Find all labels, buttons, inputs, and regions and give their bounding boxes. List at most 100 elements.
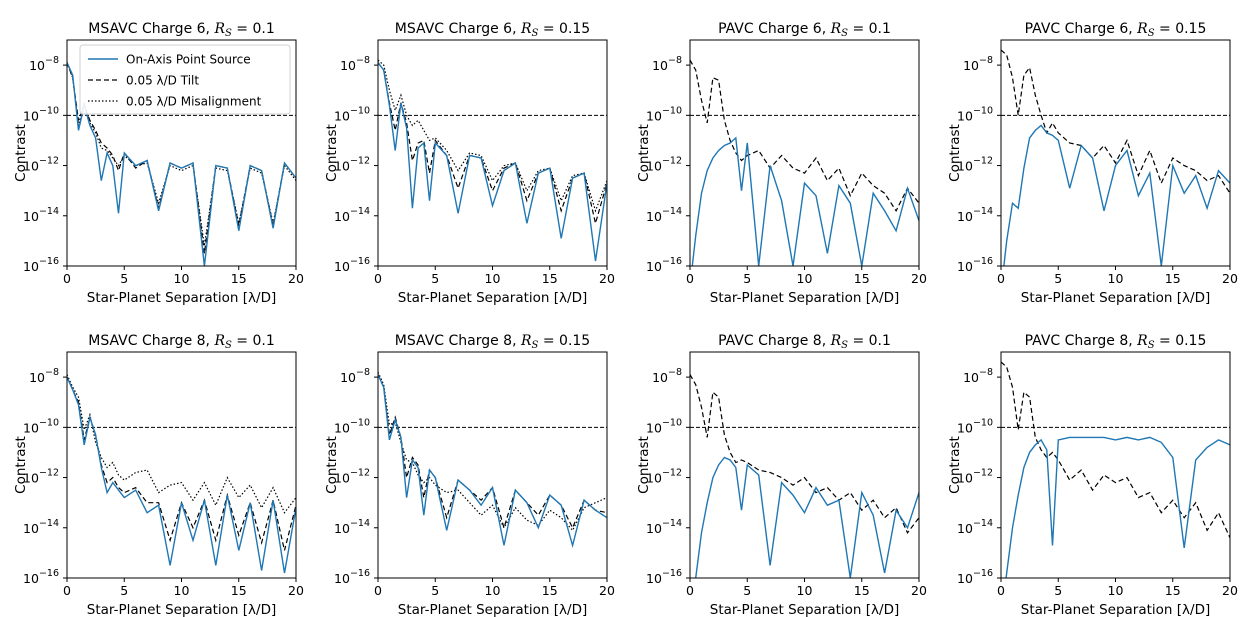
x-tick-label: 5 <box>431 271 439 286</box>
subplot-4: 0 5 10 15 2010−810−1010−1210−1410−16Star-Pla… <box>947 21 1238 306</box>
series-line-dotted <box>67 375 296 513</box>
y-axis-label: Contrast <box>636 124 652 182</box>
y-axis-label: Contrast <box>13 436 29 494</box>
series-line-dotted <box>378 372 607 530</box>
subplot-title: MSAVC Charge 6, RS = 0.15 <box>395 21 590 39</box>
subplot-5: 0 5 10 15 2010−810−1010−1210−1410−16Star-Pla… <box>13 333 304 617</box>
x-tick-label: 10 <box>174 583 190 598</box>
subplot-title: MSAVC Charge 6, RS = 0.1 <box>88 21 275 39</box>
x-axis-label: Star-Planet Separation [λ/D] <box>87 602 276 617</box>
y-tick-label: 10−14 <box>646 518 682 536</box>
x-axis-label: Star-Planet Separation [λ/D] <box>1021 290 1210 306</box>
y-axis-label: Contrast <box>324 124 340 182</box>
series-line-dotted <box>378 60 607 211</box>
x-tick-label: 5 <box>431 583 439 598</box>
y-tick-label: 10−16 <box>957 568 993 586</box>
subplot-1: 0 5 10 15 2010−810−1010−1210−1410−16Star-Pla… <box>13 21 304 306</box>
x-tick-label: 20 <box>1222 271 1238 286</box>
y-axis-label: Contrast <box>947 436 963 494</box>
x-tick-label: 10 <box>1108 271 1124 286</box>
axes-frame <box>690 40 919 266</box>
y-tick-label: 10−14 <box>23 206 59 224</box>
y-tick-label: 10−16 <box>23 256 59 274</box>
x-tick-label: 15 <box>542 271 558 286</box>
x-tick-label: 15 <box>542 583 558 598</box>
x-tick-label: 0 <box>63 583 71 598</box>
subplot-title: MSAVC Charge 8, RS = 0.1 <box>88 333 275 351</box>
x-tick-label: 10 <box>797 583 813 598</box>
series-line-solid <box>378 63 607 261</box>
x-tick-label: 20 <box>911 271 927 286</box>
y-tick-label: 10−10 <box>334 417 370 435</box>
x-tick-label: 0 <box>997 583 1005 598</box>
x-tick-label: 5 <box>743 583 751 598</box>
x-tick-label: 10 <box>485 583 501 598</box>
axes-frame <box>690 352 919 578</box>
y-tick-label: 10−16 <box>23 568 59 586</box>
y-tick-label: 10−8 <box>963 55 993 73</box>
x-axis-label: Star-Planet Separation [λ/D] <box>398 602 587 617</box>
x-tick-label: 15 <box>854 583 870 598</box>
x-tick-label: 10 <box>485 271 501 286</box>
x-tick-label: 5 <box>1054 271 1062 286</box>
y-tick-label: 10−10 <box>957 105 993 123</box>
x-tick-label: 0 <box>686 271 694 286</box>
x-axis-label: Star-Planet Separation [λ/D] <box>710 290 899 306</box>
y-tick-label: 10−8 <box>963 367 993 385</box>
y-tick-label: 10−16 <box>957 256 993 274</box>
x-tick-label: 0 <box>997 271 1005 286</box>
subplot-8: 0 5 10 15 2010−810−1010−1210−1410−16Star-Pla… <box>947 333 1238 617</box>
x-tick-label: 15 <box>1165 583 1181 598</box>
y-tick-label: 10−16 <box>646 256 682 274</box>
x-tick-label: 15 <box>231 271 247 286</box>
y-axis-label: Contrast <box>947 124 963 182</box>
x-tick-label: 15 <box>1165 271 1181 286</box>
x-tick-label: 5 <box>743 271 751 286</box>
axes-frame <box>378 40 607 266</box>
x-tick-label: 15 <box>231 583 247 598</box>
y-tick-label: 10−16 <box>646 568 682 586</box>
y-tick-label: 10−14 <box>334 518 370 536</box>
y-tick-label: 10−8 <box>652 367 682 385</box>
y-tick-label: 10−16 <box>334 568 370 586</box>
axes-frame <box>1001 40 1230 266</box>
y-tick-label: 10−8 <box>29 367 59 385</box>
y-axis-label: Contrast <box>13 124 29 182</box>
series-line-dashed <box>690 375 919 533</box>
y-tick-label: 10−8 <box>29 55 59 73</box>
legend-label: 0.05 λ/D Tilt <box>126 74 199 88</box>
x-tick-label: 0 <box>686 583 694 598</box>
y-tick-label: 10−16 <box>334 256 370 274</box>
y-tick-label: 10−10 <box>646 105 682 123</box>
x-tick-label: 10 <box>797 271 813 286</box>
y-tick-label: 10−8 <box>340 55 370 73</box>
y-tick-label: 10−14 <box>23 518 59 536</box>
y-tick-label: 10−14 <box>334 206 370 224</box>
y-tick-label: 10−14 <box>957 206 993 224</box>
x-tick-label: 20 <box>911 583 927 598</box>
subplot-title: PAVC Charge 6, RS = 0.15 <box>1025 21 1207 39</box>
y-axis-label: Contrast <box>324 436 340 494</box>
x-tick-label: 20 <box>599 271 615 286</box>
x-tick-label: 15 <box>854 271 870 286</box>
y-tick-label: 10−10 <box>334 105 370 123</box>
x-tick-label: 0 <box>374 271 382 286</box>
y-tick-label: 10−10 <box>646 417 682 435</box>
x-tick-label: 5 <box>1054 583 1062 598</box>
x-axis-label: Star-Planet Separation [λ/D] <box>398 290 587 306</box>
x-tick-label: 5 <box>120 271 128 286</box>
y-tick-label: 10−14 <box>646 206 682 224</box>
x-tick-label: 10 <box>174 271 190 286</box>
y-tick-label: 10−8 <box>340 367 370 385</box>
x-tick-label: 10 <box>1108 583 1124 598</box>
series-line-dashed <box>1001 50 1230 193</box>
y-axis-label: Contrast <box>636 436 652 494</box>
series-line-solid <box>690 138 919 286</box>
y-tick-label: 10−10 <box>23 417 59 435</box>
subplot-3: 0 5 10 15 2010−810−1010−1210−1410−16Star-Pla… <box>636 21 927 306</box>
series-line-dashed <box>690 60 919 211</box>
subplot-7: 0 5 10 15 2010−810−1010−1210−1410−16Star-Pla… <box>636 333 927 617</box>
legend: On-Axis Point Source0.05 λ/D Tilt0.05 λ/… <box>80 45 290 114</box>
x-axis-label: Star-Planet Separation [λ/D] <box>710 602 899 617</box>
